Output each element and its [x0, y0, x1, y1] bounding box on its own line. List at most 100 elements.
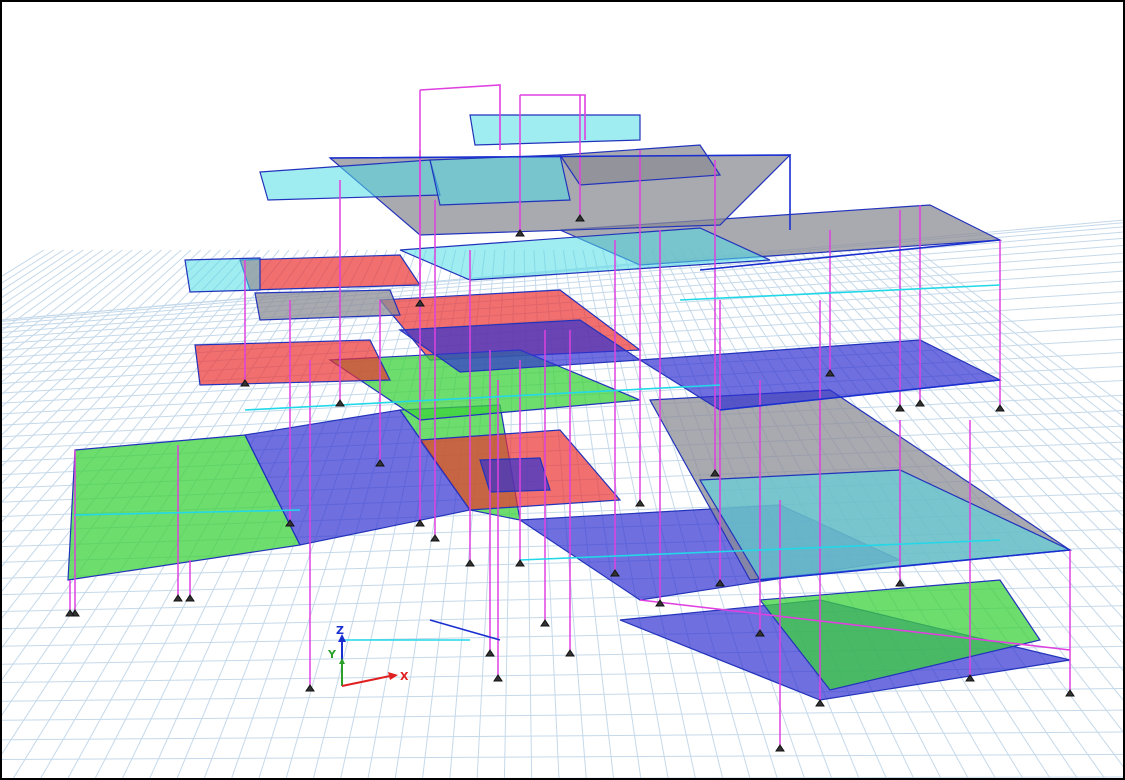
grid-line — [896, 249, 1123, 429]
grid-line — [2, 249, 231, 484]
grid-line — [2, 249, 251, 523]
support — [915, 399, 925, 407]
grid-line — [2, 687, 1123, 702]
slab — [239, 254, 422, 291]
grid-line — [798, 249, 1123, 596]
support — [515, 559, 525, 567]
grid-line — [2, 380, 1123, 438]
grid-line — [788, 249, 1123, 619]
support — [715, 579, 725, 587]
grid-line — [2, 249, 260, 544]
support — [815, 699, 825, 707]
support — [285, 519, 295, 527]
beam — [519, 539, 1001, 561]
grid-line — [2, 249, 162, 383]
grid-line — [857, 249, 1123, 484]
slab — [399, 227, 771, 281]
support — [995, 404, 1005, 412]
grid-line — [2, 237, 1123, 329]
grid-line — [2, 249, 143, 361]
slab — [429, 154, 571, 206]
grid-line — [915, 249, 1123, 406]
grid-line — [866, 249, 1123, 469]
grid-line — [2, 249, 270, 567]
y-arrow — [339, 658, 345, 664]
support — [565, 649, 575, 657]
beam — [639, 599, 1071, 651]
support — [635, 499, 645, 507]
support — [1065, 689, 1075, 697]
grid-line — [906, 249, 1123, 417]
y-label: Y — [327, 648, 337, 661]
support — [895, 404, 905, 412]
x-arrow — [388, 672, 398, 680]
grid-line — [2, 709, 1123, 721]
z-label: Z — [336, 624, 344, 637]
grid-line — [2, 249, 241, 503]
support — [965, 674, 975, 682]
beam — [699, 239, 1001, 271]
support — [575, 214, 585, 222]
z-arrow — [338, 634, 346, 642]
slab — [184, 257, 261, 293]
frames — [69, 84, 1071, 745]
support — [65, 609, 75, 617]
support — [430, 534, 440, 542]
grid-line — [2, 731, 1123, 741]
support — [185, 594, 195, 602]
supports — [65, 214, 1075, 752]
grid-line — [463, 776, 1123, 778]
support — [335, 399, 345, 407]
beam — [719, 379, 1001, 411]
slab — [194, 339, 391, 386]
grid-line — [2, 249, 192, 421]
beam — [74, 509, 301, 516]
support — [415, 299, 425, 307]
support — [825, 369, 835, 377]
support — [655, 599, 665, 607]
support — [755, 629, 765, 637]
support — [173, 594, 183, 602]
grid-line — [2, 249, 172, 395]
support — [610, 569, 620, 577]
grid-line — [2, 231, 1123, 325]
beam — [419, 84, 501, 150]
grid-line — [847, 249, 1123, 500]
support — [240, 379, 250, 387]
support — [895, 579, 905, 587]
support — [465, 559, 475, 567]
beam — [329, 154, 791, 230]
support — [515, 229, 525, 237]
x-label: X — [400, 670, 409, 683]
grid-line — [2, 249, 182, 408]
beam — [759, 549, 1071, 581]
grid-line — [876, 249, 1123, 455]
slab — [254, 289, 401, 321]
axis-triad: Z Y X — [327, 624, 409, 687]
grid-line — [2, 753, 1123, 760]
support — [775, 744, 785, 752]
grid-line — [2, 249, 221, 467]
support — [375, 459, 385, 467]
grid-line — [2, 249, 280, 592]
grid-line — [2, 249, 133, 351]
slab — [469, 114, 641, 146]
support — [305, 684, 315, 692]
beam — [244, 384, 721, 411]
support — [710, 469, 720, 477]
beam — [679, 284, 1001, 301]
grid-line — [2, 249, 211, 451]
support — [493, 674, 503, 682]
beam — [429, 619, 501, 641]
support — [415, 519, 425, 527]
grid-line — [837, 249, 1123, 517]
support — [485, 649, 495, 657]
grid-line — [2, 249, 202, 436]
support — [540, 619, 550, 627]
beam — [520, 94, 586, 140]
grid-line — [2, 249, 153, 372]
x-axis — [341, 675, 391, 687]
